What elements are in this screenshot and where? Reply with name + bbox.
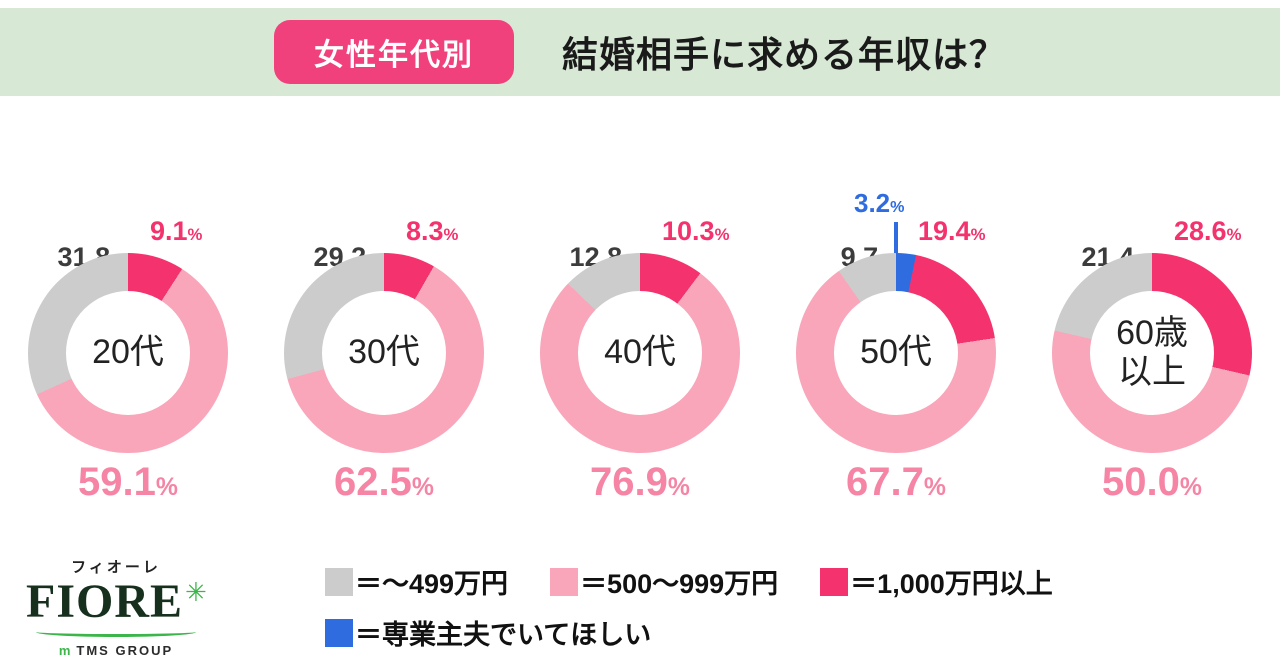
donut-chart-30s: 30代 — [284, 253, 484, 453]
percent-label-crimson: 9.1% — [150, 216, 203, 246]
percent-label-pink: 59.1% — [78, 460, 178, 504]
donut-center-label: 60歳 以上 — [1090, 291, 1214, 415]
blue-swatch-icon — [325, 618, 353, 647]
donut-chart-60plus: 60歳 以上 — [1052, 253, 1252, 453]
donut-cell-30s: 29.2% 8.3% 30代 62.5% — [256, 198, 512, 528]
crimson-swatch-icon — [820, 567, 849, 596]
donut-center-label: 40代 — [578, 291, 702, 415]
pink-swatch-icon — [550, 567, 579, 596]
legend-row: ＝～499万円 ＝500～999万円 ＝1,000万円以上 — [325, 562, 1053, 601]
legend-item-500-999: ＝500～999万円 — [550, 562, 778, 601]
percent-label-pink: 67.7% — [846, 460, 946, 504]
tms-logo-icon: m — [58, 643, 73, 659]
percent-label-pink: 76.9% — [590, 460, 690, 504]
tms-group-text: m TMS GROUP — [58, 643, 174, 659]
donut-charts-row: 31.8% 9.1% 20代 59.1% 29.2% 8.3% 30代 62.5… — [0, 188, 1280, 528]
page-title: 結婚相手に求める年収は？ — [561, 34, 1006, 75]
donut-chart-50s: 50代 — [796, 253, 996, 453]
donut-cell-40s: 12.8% 10.3% 40代 76.9% — [512, 198, 768, 528]
legend: ＝～499万円 ＝500～999万円 ＝1,000万円以上 ＝専業主夫でいてほし… — [325, 562, 1053, 664]
legend-item-1000-plus: ＝1,000万円以上 — [820, 562, 1053, 601]
percent-label-crimson: 28.6% — [1174, 216, 1242, 246]
percent-label-pink: 50.0% — [1102, 460, 1202, 504]
legend-item-househusband: ＝専業主夫でいてほしい — [325, 613, 651, 652]
percent-label-pink: 62.5% — [334, 460, 434, 504]
percent-label-crimson: 19.4% — [918, 216, 986, 246]
percent-label-blue: 3.2% — [854, 188, 905, 218]
logo-kana-text: フィオーレ — [71, 559, 161, 576]
legend-item-under-499: ＝～499万円 — [325, 562, 508, 601]
percent-label-crimson: 8.3% — [406, 216, 459, 246]
fiore-logo: フィオーレ FIORE✳ m TMS GROUP — [26, 556, 207, 659]
donut-center-label: 20代 — [66, 291, 190, 415]
logo-underline-swoosh — [36, 627, 196, 638]
donut-cell-50s: 3.2% 9.7% 19.4% 50代 67.7% — [768, 188, 1024, 528]
donut-cell-60plus: 21.4% 28.6% 60歳 以上 50.0% — [1024, 198, 1280, 528]
flower-icon: ✳ — [185, 577, 207, 607]
logo-wordmark: FIORE — [26, 575, 184, 628]
donut-cell-20s: 31.8% 9.1% 20代 59.1% — [0, 198, 256, 528]
donut-chart-20s: 20代 — [28, 253, 228, 453]
donut-center-label: 30代 — [322, 291, 446, 415]
percent-label-crimson: 10.3% — [662, 216, 730, 246]
legend-row: ＝専業主夫でいてほしい — [325, 613, 1053, 652]
category-badge: 女性年代別 — [273, 20, 514, 84]
header-banner: 女性年代別 結婚相手に求める年収は？ — [0, 8, 1280, 96]
donut-center-label: 50代 — [834, 291, 958, 415]
donut-chart-40s: 40代 — [540, 253, 740, 453]
gray-swatch-icon — [325, 567, 353, 596]
callout-line — [894, 222, 898, 254]
